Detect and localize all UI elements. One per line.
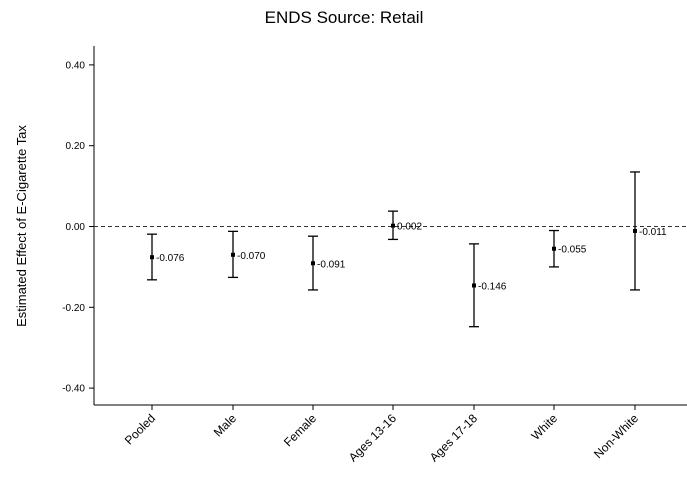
- y-tick-label: 0.40: [66, 60, 86, 71]
- estimate-point: [311, 261, 315, 266]
- chart-title: ENDS Source: Retail: [265, 8, 424, 27]
- data-label: -0.055: [558, 245, 587, 256]
- estimate-point: [231, 252, 235, 257]
- data-label: -0.146: [478, 281, 507, 292]
- x-tick-label: Pooled: [122, 411, 158, 447]
- x-tick-label: Ages 13-16: [346, 411, 400, 465]
- y-tick-label: -0.40: [62, 384, 85, 395]
- y-tick-label: -0.20: [62, 303, 85, 314]
- y-axis-label: Estimated Effect of E-Cigarette Tax: [14, 125, 29, 327]
- estimate-point: [472, 283, 476, 288]
- x-tick-label: Ages 17-18: [427, 411, 481, 465]
- data-label: -0.076: [156, 253, 185, 264]
- y-tick-label: 0.20: [66, 141, 86, 152]
- y-tick-label: 0.00: [66, 222, 86, 233]
- x-tick-label: Male: [211, 411, 240, 440]
- estimate-point: [552, 246, 556, 251]
- x-tick-label: White: [529, 411, 561, 443]
- data-label: -0.091: [317, 259, 346, 270]
- data-label: -0.070: [237, 251, 266, 262]
- estimate-point: [633, 228, 637, 233]
- x-tick-label: Female: [281, 411, 319, 449]
- estimate-point: [391, 223, 395, 228]
- data-label: 0.002: [397, 222, 422, 233]
- plot-area: 0.40 0.20 0.00 -0.20 -0.40 Pooled -0.076 Male -0…: [62, 46, 687, 465]
- estimate-point: [150, 255, 154, 260]
- x-tick-label: Non-White: [591, 411, 641, 461]
- data-label: -0.011: [639, 227, 667, 238]
